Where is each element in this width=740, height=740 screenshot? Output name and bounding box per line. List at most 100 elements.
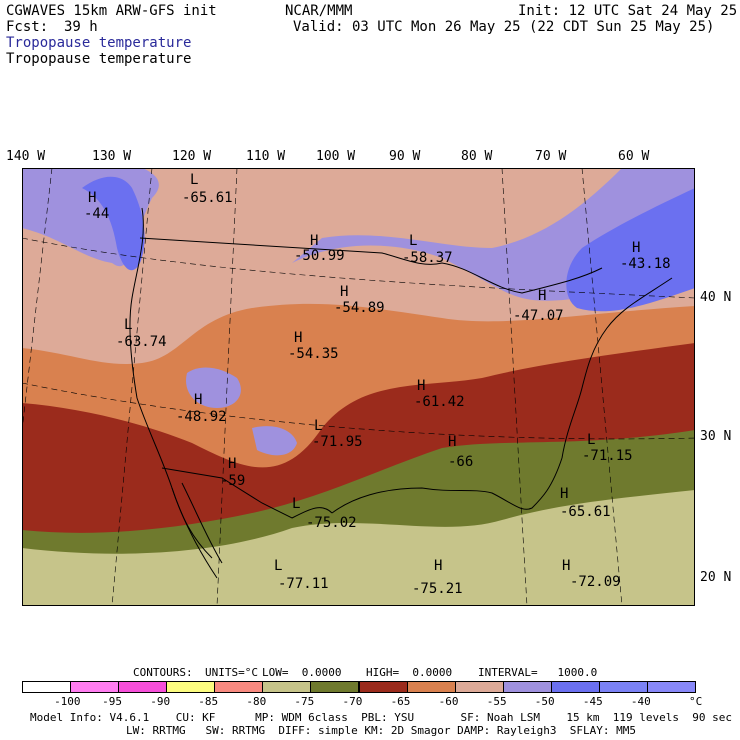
forecast-label: Fcst: [6,19,49,35]
extremum-value: -71.95 [312,434,363,450]
gulf-coastline [331,457,563,514]
gulf-of-california [181,482,223,564]
extremum-type: H [417,378,425,394]
colorbar-swatch [454,681,504,693]
colorbar-swatch [70,681,120,693]
extremum-value: -44 [84,206,109,222]
colorbar-label: -45 [582,695,603,708]
colorbar-swatch [118,681,168,693]
extremum-value: -61.42 [414,394,465,410]
lon-label: 100 W [316,149,356,164]
colorbar-swatch [214,681,264,693]
extremum-value: -75.02 [306,515,357,531]
colorbar-label: -85 [198,695,219,708]
extremum-type: L [409,233,417,249]
colorbar-swatch [166,681,216,693]
canada-us-border [139,237,603,294]
extremum-value: -77.11 [278,576,329,592]
model-title: CGWAVES 15km ARW-GFS init [6,3,217,19]
colorbar-label: -60 [438,695,459,708]
center-label: NCAR/MMM [285,3,353,19]
lon-label: 130 W [92,149,132,164]
extremum-value: -66 [448,454,473,470]
extremum-type: H [310,233,318,249]
colorbar-label: -55 [486,695,507,708]
extremum-value: -54.89 [334,300,385,316]
extremum-type: L [587,432,595,448]
colorbar-swatch [406,681,456,693]
extremum-type: H [560,486,568,502]
contour-interval: INTERVAL= 1000.0 [478,666,598,679]
extremum-type: H [434,558,442,574]
contour-low: LOW= 0.0000 [262,666,342,679]
valid-time: Valid: 03 UTC Mon 26 May 25 (22 CDT Sun … [293,19,715,35]
atlantic-coastline [561,277,673,459]
extremum-type: H [632,240,640,256]
extremum-value: -72.09 [570,574,621,590]
extremum-type: H [228,456,236,472]
extremum-type: H [194,392,202,408]
extremum-value: -43.18 [620,256,671,272]
colorbar-label: -75 [294,695,315,708]
colorbar-label: -70 [342,695,363,708]
filled-field-title: Tropopause temperature [6,35,192,51]
extremum-value: -47.07 [513,308,564,324]
extremum-value: -71.15 [582,448,633,464]
contour-field-title: Tropopause temperature [6,51,192,67]
lat-label: 30 N [700,429,732,444]
lon-label: 70 W [535,149,567,164]
init-time: Init: 12 UTC Sat 24 May 25 [518,3,738,19]
contour-high: HIGH= 0.0000 [366,666,453,679]
extremum-type: H [538,288,546,304]
extremum-value: -48.92 [176,409,227,425]
contour-label: CONTOURS: [133,666,193,679]
tropopause-temperature-map: H -44 L -65.61 H -50.99 L -58.37 H -43.1… [22,168,695,606]
meridian-130w [111,168,153,606]
lat-label: 20 N [700,570,732,585]
model-info-line1: Model Info: V4.6.1 CU: KF MP: WDM 6class… [30,711,732,724]
colorbar-swatch [502,681,552,693]
colorbar-label: -90 [150,695,171,708]
extremum-value: -54.35 [288,346,339,362]
colorbar-label: -50 [534,695,555,708]
extremum-value: -65.61 [560,504,611,520]
colorbar-label: -100 [54,695,81,708]
lon-label: 80 W [461,149,493,164]
meridian-70w [581,168,623,606]
colorbar-swatch [646,681,696,693]
extremum-value: -75.21 [412,581,463,597]
extremum-value: -59 [220,473,245,489]
colorbar-swatch [310,681,360,693]
extremum-type: H [340,284,348,300]
meridian-80w [501,168,528,606]
colorbar-swatch [262,681,312,693]
colorbar-label: -65 [390,695,411,708]
extremum-type: L [314,418,322,434]
band-minus-45 [82,176,145,271]
lat-label: 40 N [700,290,732,305]
lon-label: 140 W [6,149,46,164]
colorbar-swatch [598,681,648,693]
extremum-value: -58.37 [402,250,453,266]
extremum-type: L [190,172,198,188]
colorbar-swatch [358,681,408,693]
extremum-type: L [292,496,300,512]
extremum-type: L [274,558,282,574]
forecast-hour: 39 h [64,19,98,35]
band-minus-55 [22,168,695,365]
extremum-type: H [294,330,302,346]
extremum-value: -63.74 [116,334,167,350]
mexico-us-border [161,467,333,519]
band-minus-50 [186,367,241,408]
model-info-line2: LW: RRTMG SW: RRTMG DIFF: simple KM: 2D … [126,724,636,737]
extremum-value: -50.99 [294,248,345,264]
meridian-120w [216,168,238,606]
colorbar-label: -80 [246,695,267,708]
lon-label: 120 W [172,149,212,164]
lon-label: 110 W [246,149,286,164]
colorbar-swatch [550,681,600,693]
colorbar-label: -40 [630,695,651,708]
lon-label: 60 W [618,149,650,164]
colorbar-label: -95 [102,695,123,708]
lon-label: 90 W [389,149,421,164]
